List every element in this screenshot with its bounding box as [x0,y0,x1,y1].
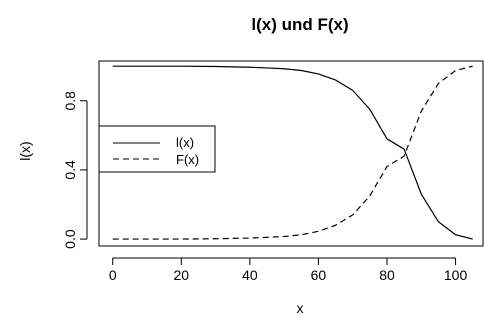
series-line-f-x [112,65,473,240]
series-layer [112,65,473,240]
legend-box [98,125,216,173]
x-axis: 0 20 40 60 80 100 [109,257,468,283]
series-line-l-x [112,65,473,240]
x-tick-label: 0 [109,267,117,283]
y-tick-label: 0.8 [62,91,78,111]
y-tick-label: 0.4 [62,160,78,180]
legend-label-f-x: F(x) [176,152,199,167]
x-tick-label: 100 [444,267,468,283]
x-tick-label: 60 [311,267,327,283]
y-axis: 0.0 0.4 0.8 [62,91,88,249]
y-axis-label: l(x) [17,141,33,160]
y-tick-label: 0.0 [62,229,78,249]
x-axis-label: x [297,300,304,316]
chart-title: l(x) und F(x) [251,15,348,34]
legend-label-l-x: l(x) [176,135,194,150]
x-tick-label: 80 [379,267,395,283]
x-tick-label: 40 [242,267,258,283]
x-tick-label: 20 [173,267,189,283]
legend: l(x) F(x) [98,125,216,173]
